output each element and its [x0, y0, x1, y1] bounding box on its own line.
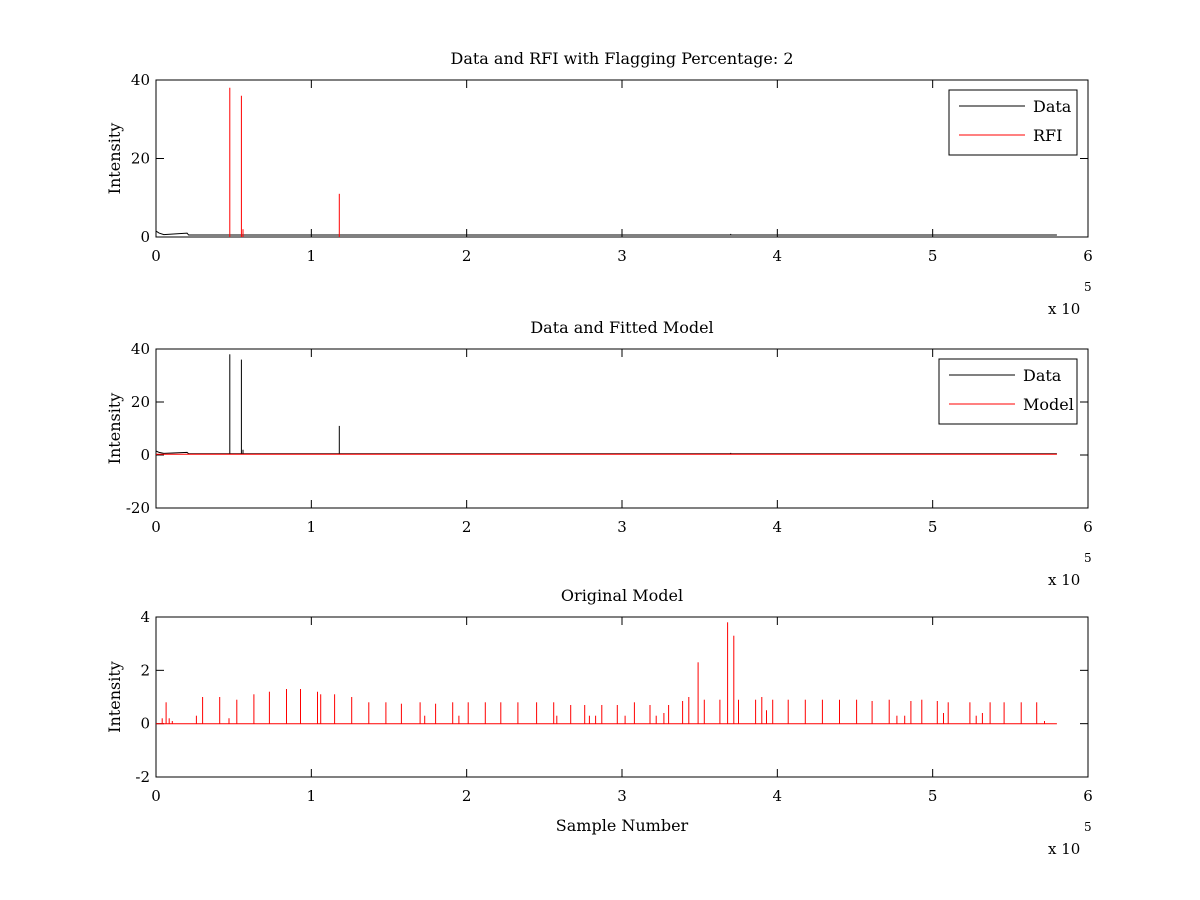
y-axis-label: Intensity: [105, 393, 124, 465]
legend-entry: Data: [1033, 97, 1072, 116]
x-multiplier-label: x 10: [1048, 300, 1080, 318]
y-tick-label: 0: [140, 228, 150, 246]
series-0: [156, 622, 1057, 725]
x-tick-label: 5: [928, 787, 938, 805]
x-tick-label: 1: [307, 247, 317, 265]
legend-box: [938, 358, 1078, 425]
x-tick-label: 2: [462, 247, 472, 265]
chart-title: Original Model: [561, 586, 683, 605]
series-data: [155, 230, 1057, 236]
x-tick-label: 0: [151, 787, 161, 805]
legend-entry: Model: [1023, 395, 1074, 414]
y-tick-label: -2: [135, 768, 150, 786]
legend-entry: Data: [1023, 366, 1062, 385]
x-tick-label: 3: [617, 787, 627, 805]
x-tick-label: 1: [307, 518, 317, 536]
legend: Data Model: [938, 358, 1078, 425]
y-axis-label: Intensity: [105, 661, 124, 733]
chart-title: Data and RFI with Flagging Percentage: 2: [450, 49, 793, 68]
x-tick-label: 2: [462, 518, 472, 536]
y-tick-label: 0: [140, 446, 150, 464]
y-ticks: 0 20 40: [131, 71, 1088, 246]
x-tick-label: 6: [1083, 247, 1093, 265]
x-multiplier-label: x 10: [1048, 571, 1080, 589]
x-tick-label: 0: [151, 247, 161, 265]
y-ticks: -20 0 20 40: [126, 340, 1088, 517]
y-axis-label: Intensity: [105, 123, 124, 195]
series-rfi: [229, 87, 340, 237]
legend: Data RFI: [948, 89, 1078, 156]
x-tick-label: 6: [1083, 518, 1093, 536]
y-tick-label: 20: [131, 150, 150, 168]
x-ticks: 0 1 2 3 4 5 6: [151, 617, 1093, 805]
series-baseline: [155, 230, 1057, 236]
x-multiplier-exponent: 5: [1084, 551, 1092, 565]
y-tick-label: 20: [131, 393, 150, 411]
y-tick-label: 2: [140, 661, 150, 679]
x-tick-label: 5: [928, 247, 938, 265]
y-tick-label: 40: [131, 71, 150, 89]
x-multiplier-label: x 10: [1048, 840, 1080, 858]
x-tick-label: 2: [462, 787, 472, 805]
legend-entry: RFI: [1033, 126, 1062, 145]
x-axis-label: Sample Number: [556, 816, 689, 835]
x-tick-label: 3: [617, 247, 627, 265]
x-tick-label: 1: [307, 787, 317, 805]
x-tick-label: 4: [773, 787, 783, 805]
x-tick-label: 4: [773, 518, 783, 536]
legend-box: [948, 89, 1078, 156]
x-tick-label: 5: [928, 518, 938, 536]
y-tick-label: 40: [131, 340, 150, 358]
y-tick-label: 0: [140, 715, 150, 733]
chart-title: Data and Fitted Model: [530, 318, 713, 337]
x-tick-label: 4: [773, 247, 783, 265]
subplot-1: 0 1 2 3 4 5 6 0 20 40 x 10 5 Data and RFI with Flagg…: [105, 49, 1093, 318]
x-multiplier-exponent: 5: [1084, 820, 1092, 834]
x-ticks: 0 1 2 3 4 5 6: [151, 80, 1093, 265]
x-tick-label: 3: [617, 518, 627, 536]
x-ticks: 0 1 2 3 4 5 6: [151, 349, 1093, 536]
x-multiplier-exponent: 5: [1084, 280, 1092, 294]
y-tick-label: 4: [140, 608, 150, 626]
x-tick-label: 0: [151, 518, 161, 536]
y-tick-label: -20: [126, 499, 150, 517]
x-tick-label: 6: [1083, 787, 1093, 805]
